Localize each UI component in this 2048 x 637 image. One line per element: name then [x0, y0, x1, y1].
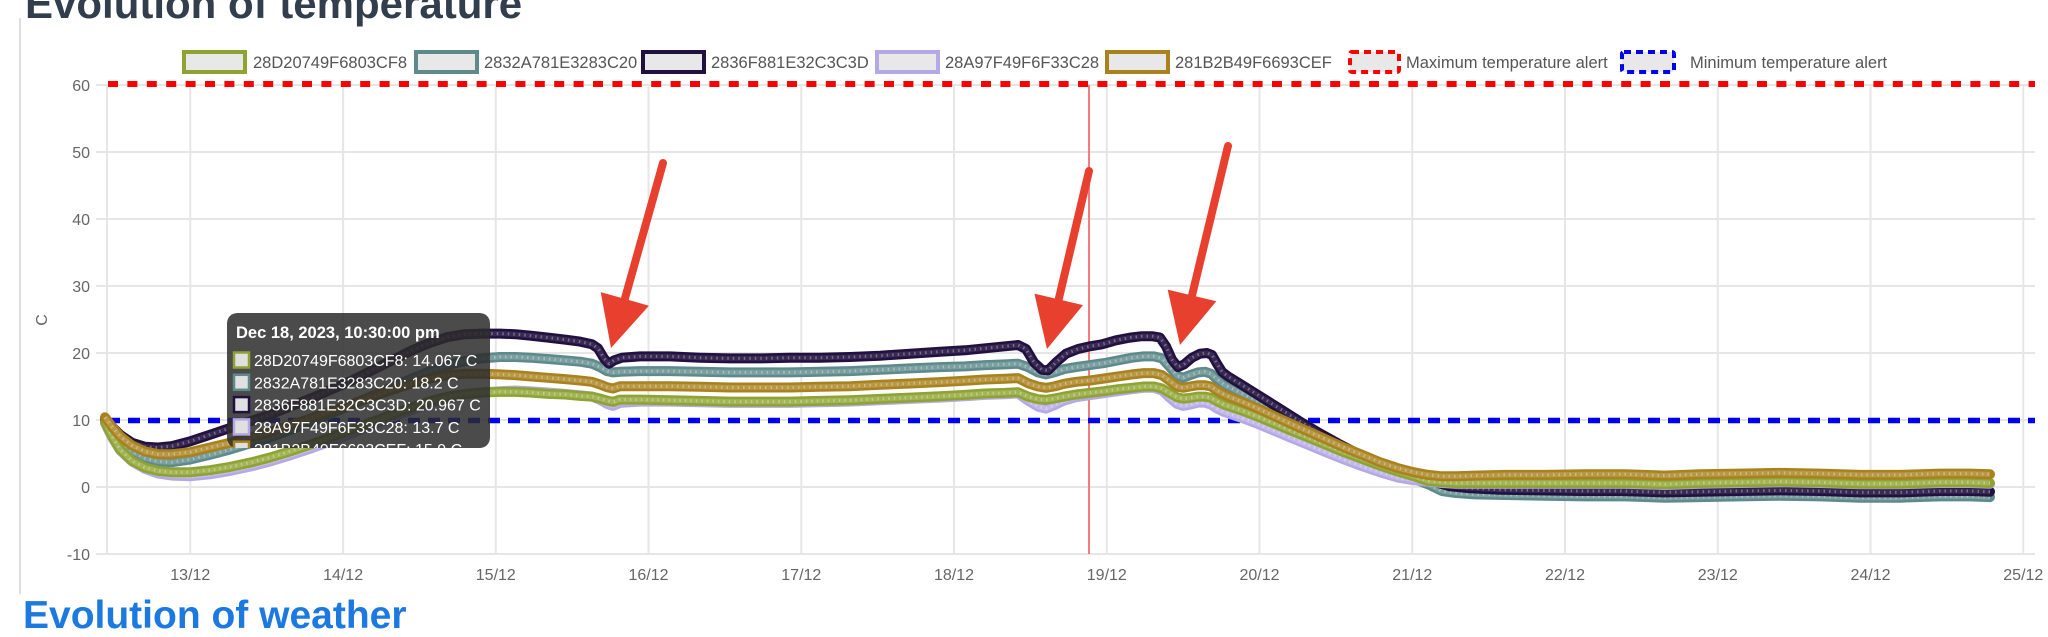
svg-text:20/12: 20/12	[1239, 567, 1279, 584]
svg-text:25/12: 25/12	[2003, 567, 2043, 584]
svg-text:2836F881E32C3C3D: 2836F881E32C3C3D	[711, 54, 869, 72]
svg-text:50: 50	[72, 145, 90, 162]
svg-text:60: 60	[72, 78, 90, 95]
svg-text:Evolution of temperature: Evolution of temperature	[25, 0, 522, 27]
svg-text:2836F881E32C3C3D: 20.967 C: 2836F881E32C3C3D: 20.967 C	[254, 398, 481, 415]
svg-text:24/12: 24/12	[1850, 567, 1890, 584]
svg-text:28D20749F6803CF8: 14.067 C: 28D20749F6803CF8: 14.067 C	[254, 353, 477, 370]
svg-text:28A97F49F6F33C28: 13.7 C: 28A97F49F6F33C28: 13.7 C	[254, 420, 459, 437]
svg-text:22/12: 22/12	[1545, 567, 1585, 584]
svg-text:21/12: 21/12	[1392, 567, 1432, 584]
svg-text:281B2B49F6693CEF: 281B2B49F6693CEF	[1175, 54, 1332, 72]
svg-text:20: 20	[72, 346, 90, 363]
svg-text:Maximum temperature alert: Maximum temperature alert	[1406, 54, 1608, 72]
svg-text:C: C	[34, 314, 51, 326]
svg-text:18/12: 18/12	[934, 567, 974, 584]
svg-text:40: 40	[72, 212, 90, 229]
svg-text:13/12: 13/12	[170, 567, 210, 584]
svg-text:14/12: 14/12	[323, 567, 363, 584]
svg-text:10: 10	[72, 413, 90, 430]
svg-text:17/12: 17/12	[781, 567, 821, 584]
svg-text:2832A781E3283C20: 18.2 C: 2832A781E3283C20: 18.2 C	[254, 375, 459, 392]
svg-text:30: 30	[72, 279, 90, 296]
svg-text:Dec 18, 2023, 10:30:00 pm: Dec 18, 2023, 10:30:00 pm	[236, 324, 440, 342]
svg-text:-10: -10	[67, 547, 90, 564]
svg-text:Evolution of weather: Evolution of weather	[23, 594, 407, 632]
svg-text:0: 0	[81, 480, 90, 497]
svg-text:2832A781E3283C20: 2832A781E3283C20	[484, 54, 637, 72]
svg-text:28A97F49F6F33C28: 28A97F49F6F33C28	[945, 54, 1099, 72]
svg-text:281B2B49F6693CEF: 15.9 C: 281B2B49F6693CEF: 15.9 C	[254, 442, 462, 459]
svg-text:19/12: 19/12	[1087, 567, 1127, 584]
svg-text:15/12: 15/12	[476, 567, 516, 584]
svg-text:16/12: 16/12	[628, 567, 668, 584]
svg-text:23/12: 23/12	[1698, 567, 1738, 584]
svg-text:28D20749F6803CF8: 28D20749F6803CF8	[253, 54, 407, 72]
svg-text:Minimum temperature alert: Minimum temperature alert	[1690, 54, 1888, 72]
